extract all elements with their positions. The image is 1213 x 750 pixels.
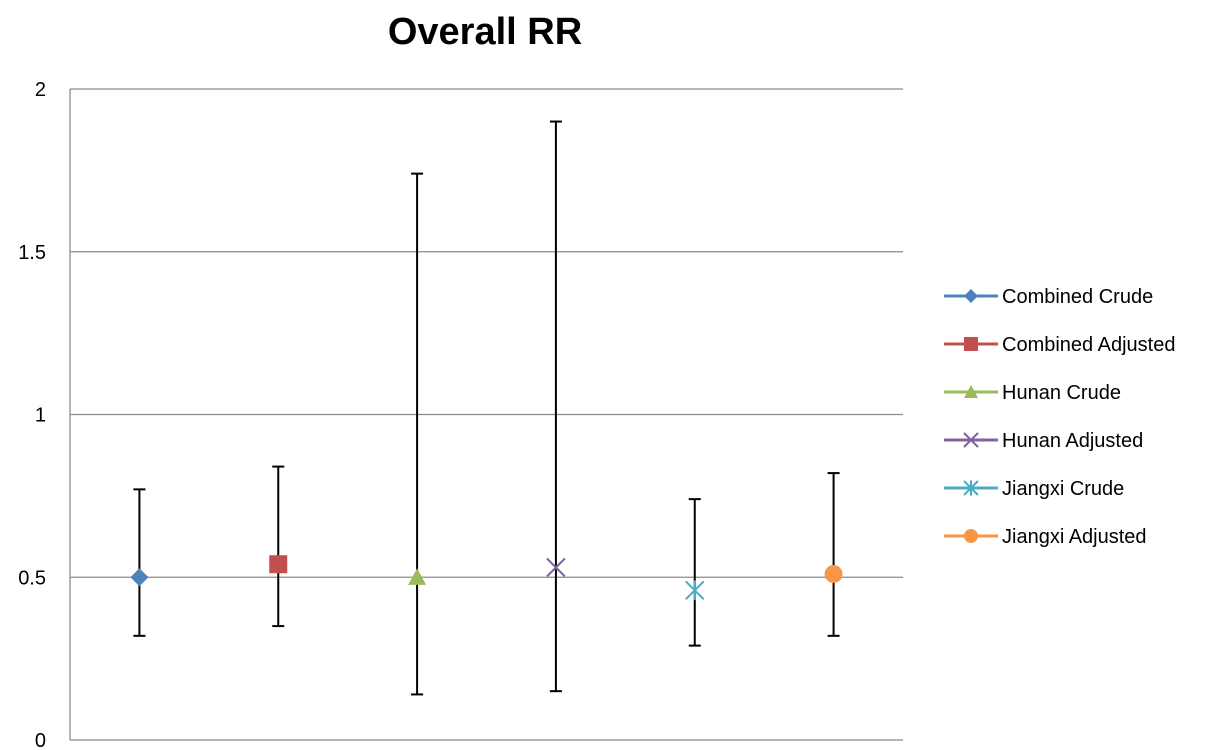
legend-item: Hunan Crude (944, 382, 1121, 404)
y-tick-label: 1.5 (18, 242, 46, 264)
legend-label: Combined Crude (1002, 286, 1153, 308)
legend-label: Hunan Adjusted (1002, 430, 1143, 452)
data-point (546, 557, 566, 578)
data-point (269, 555, 288, 574)
data-point (408, 568, 427, 585)
error-bar (133, 488, 146, 637)
legend-item: Jiangxi Crude (944, 478, 1124, 500)
legend-label: Hunan Crude (1002, 382, 1121, 404)
legend-marker-icon (964, 337, 978, 351)
data-point (685, 580, 705, 601)
error-bar (688, 498, 701, 647)
legend-item: Combined Crude (944, 286, 1153, 308)
legend-marker-icon (963, 480, 979, 496)
error-bar (411, 172, 424, 696)
legend-label: Jiangxi Adjusted (1002, 526, 1147, 548)
data-point (824, 564, 843, 583)
legend: Combined Crude Combined Adjusted Hunan Cru… (944, 286, 1175, 548)
error-bars (133, 120, 840, 696)
legend-label: Jiangxi Crude (1002, 478, 1124, 500)
legend-item: Jiangxi Adjusted (944, 526, 1147, 548)
y-tick-label: 2 (35, 79, 46, 101)
data-markers (130, 555, 843, 601)
legend-marker-icon (963, 432, 979, 448)
legend-item: Combined Adjusted (944, 334, 1175, 356)
y-tick-label: 1 (35, 405, 46, 427)
legend-marker-icon (964, 529, 978, 543)
legend-marker-icon (964, 385, 978, 398)
axes (69, 89, 903, 741)
legend-marker-icon (964, 289, 978, 303)
chart-title: Overall RR (388, 11, 582, 53)
legend-item: Hunan Adjusted (944, 430, 1143, 452)
gridlines (70, 88, 903, 578)
error-bar (549, 120, 562, 693)
error-bar (272, 465, 285, 628)
error-bar (827, 472, 840, 637)
y-tick-label: 0 (35, 730, 46, 750)
data-point (130, 568, 149, 587)
y-tick-label: 0.5 (18, 567, 46, 589)
legend-label: Combined Adjusted (1002, 334, 1175, 356)
y-axis-tick-labels: 0 0.5 1 1.5 2 (18, 79, 46, 750)
